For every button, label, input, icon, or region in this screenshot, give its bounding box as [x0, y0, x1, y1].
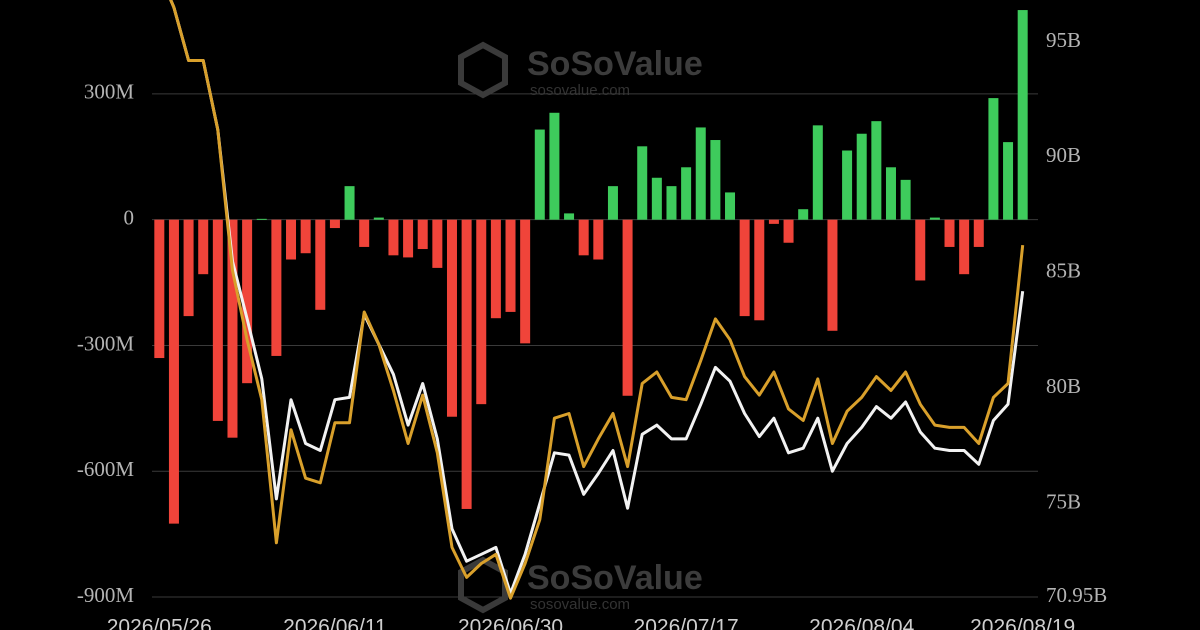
bar: [739, 219, 750, 317]
bar: [1003, 142, 1014, 220]
bar: [988, 98, 999, 220]
watermark: SoSoValue sosovalue.com: [458, 556, 703, 614]
bar: [593, 219, 604, 260]
bar: [388, 219, 399, 256]
bar: [315, 219, 326, 310]
bar: [403, 219, 414, 258]
bar: [915, 219, 926, 281]
bar: [227, 219, 238, 438]
bar: [300, 219, 311, 254]
bar: [944, 219, 955, 247]
x-tick-label: 2026/06/30: [458, 616, 563, 630]
x-tick-label: 2026/07/17: [634, 616, 739, 630]
bar: [432, 219, 443, 268]
bar: [637, 146, 648, 220]
bar: [827, 219, 838, 331]
bar: [344, 186, 355, 220]
bar: [520, 219, 531, 344]
bar: [651, 177, 662, 220]
bar: [417, 219, 428, 250]
line: [169, 0, 1025, 600]
bar: [461, 219, 472, 509]
line: [169, 0, 1025, 595]
bar: [973, 219, 984, 247]
bar: [798, 209, 809, 220]
bar: [856, 133, 867, 220]
bar: [286, 219, 297, 260]
bar: [490, 219, 501, 319]
bar: [505, 219, 516, 312]
bar: [564, 213, 575, 220]
bar: [373, 217, 384, 220]
y2-tick-label: 95B: [1046, 28, 1081, 52]
watermark-site: sosovalue.com: [530, 82, 630, 99]
bar: [242, 219, 253, 384]
bar: [929, 217, 940, 220]
y2-tick-label: 70.95B: [1046, 583, 1107, 607]
bar: [198, 219, 209, 275]
bar: [578, 219, 589, 256]
bar: [622, 219, 633, 396]
y2-tick-label: 75B: [1046, 489, 1081, 513]
bar: [871, 121, 882, 220]
watermark-site: sosovalue.com: [530, 596, 630, 613]
bar: [710, 140, 721, 220]
y-tick-label: 0: [124, 205, 135, 229]
bar: [725, 192, 736, 220]
x-tick-label: 2026/08/04: [809, 616, 914, 630]
bar: [607, 186, 618, 220]
y-tick-label: -300M: [77, 331, 134, 355]
bar: [885, 167, 896, 220]
bar: [359, 219, 370, 247]
bar: [695, 127, 706, 220]
bar: [329, 219, 340, 229]
bar: [549, 112, 560, 220]
bar: [446, 219, 457, 417]
bar: [900, 179, 911, 220]
bar: [754, 219, 765, 321]
bar: [812, 125, 823, 220]
bar: [183, 219, 194, 317]
bar: [534, 129, 545, 220]
bar: [768, 219, 779, 224]
bar: [212, 219, 223, 421]
y-tick-label: -600M: [77, 457, 134, 481]
bar: [842, 150, 853, 220]
watermark: SoSoValue sosovalue.com: [458, 41, 703, 99]
bar: [681, 167, 692, 220]
bar: [256, 218, 267, 220]
y-tick-label: -900M: [77, 583, 134, 607]
bar: [154, 219, 165, 359]
bar: [783, 219, 794, 243]
x-tick-label: 2026/05/26: [107, 616, 212, 630]
watermark-brand: SoSoValue: [527, 559, 703, 597]
watermark-logo: [458, 41, 508, 99]
y2-tick-label: 90B: [1046, 143, 1081, 167]
y-tick-label: 300M: [84, 80, 135, 104]
y2-tick-label: 80B: [1046, 374, 1081, 398]
x-tick-label: 2026/06/11: [283, 616, 387, 630]
watermark-brand: SoSoValue: [527, 45, 703, 83]
bar: [666, 186, 677, 220]
bar: [271, 219, 282, 356]
x-tick-label: 2026/08/19: [970, 616, 1075, 630]
y2-tick-label: 85B: [1046, 259, 1081, 283]
bar: [1017, 10, 1028, 220]
bar: [959, 219, 970, 275]
bar: [168, 219, 179, 524]
bar: [476, 219, 487, 405]
